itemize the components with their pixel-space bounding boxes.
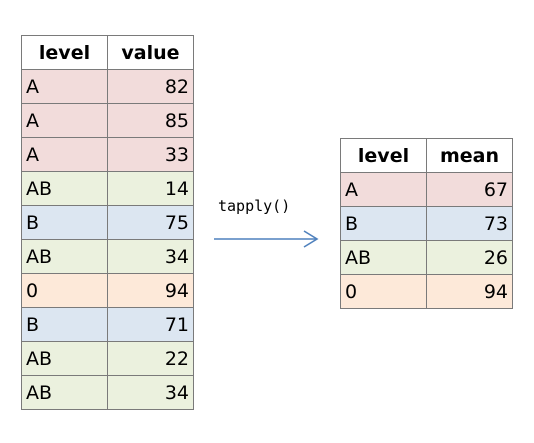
- table-row: B 75: [21, 205, 194, 240]
- level-cell: A: [21, 103, 108, 138]
- input-header-row: level value: [21, 35, 194, 70]
- value-cell: 94: [107, 273, 194, 308]
- level-cell: B: [340, 206, 427, 241]
- table-row: 0 94: [21, 273, 194, 308]
- table-row: A 67: [340, 172, 513, 207]
- output-header-mean: mean: [426, 138, 513, 173]
- table-row: AB 22: [21, 341, 194, 376]
- right-arrow-icon: [214, 230, 319, 248]
- table-row: A 33: [21, 137, 194, 172]
- level-cell: B: [21, 307, 108, 342]
- input-table: level value A 82 A 85 A 33 AB 14 B 75 AB…: [21, 35, 194, 410]
- input-header-value: value: [107, 35, 194, 70]
- level-cell: A: [21, 137, 108, 172]
- value-cell: 22: [107, 341, 194, 376]
- mean-cell: 94: [426, 274, 513, 309]
- table-row: A 85: [21, 103, 194, 138]
- level-cell: 0: [340, 274, 427, 309]
- input-header-level: level: [21, 35, 108, 70]
- value-cell: 82: [107, 69, 194, 104]
- table-row: 0 94: [340, 274, 513, 309]
- level-cell: AB: [21, 341, 108, 376]
- level-cell: AB: [21, 239, 108, 274]
- output-header-row: level mean: [340, 138, 513, 173]
- level-cell: 0: [21, 273, 108, 308]
- table-row: AB 34: [21, 239, 194, 274]
- value-cell: 85: [107, 103, 194, 138]
- table-row: B 71: [21, 307, 194, 342]
- table-row: AB 14: [21, 171, 194, 206]
- level-cell: A: [340, 172, 427, 207]
- table-row: AB 26: [340, 240, 513, 275]
- level-cell: AB: [21, 375, 108, 410]
- value-cell: 34: [107, 375, 194, 410]
- mean-cell: 26: [426, 240, 513, 275]
- output-table: level mean A 67 B 73 AB 26 0 94: [340, 138, 513, 309]
- value-cell: 75: [107, 205, 194, 240]
- level-cell: B: [21, 205, 108, 240]
- level-cell: AB: [21, 171, 108, 206]
- mean-cell: 67: [426, 172, 513, 207]
- output-header-level: level: [340, 138, 427, 173]
- level-cell: A: [21, 69, 108, 104]
- mean-cell: 73: [426, 206, 513, 241]
- table-row: B 73: [340, 206, 513, 241]
- table-row: A 82: [21, 69, 194, 104]
- level-cell: AB: [340, 240, 427, 275]
- arrow-head: [303, 230, 319, 248]
- value-cell: 33: [107, 137, 194, 172]
- value-cell: 71: [107, 307, 194, 342]
- function-label: tapply(): [218, 197, 291, 215]
- value-cell: 34: [107, 239, 194, 274]
- value-cell: 14: [107, 171, 194, 206]
- table-row: AB 34: [21, 375, 194, 410]
